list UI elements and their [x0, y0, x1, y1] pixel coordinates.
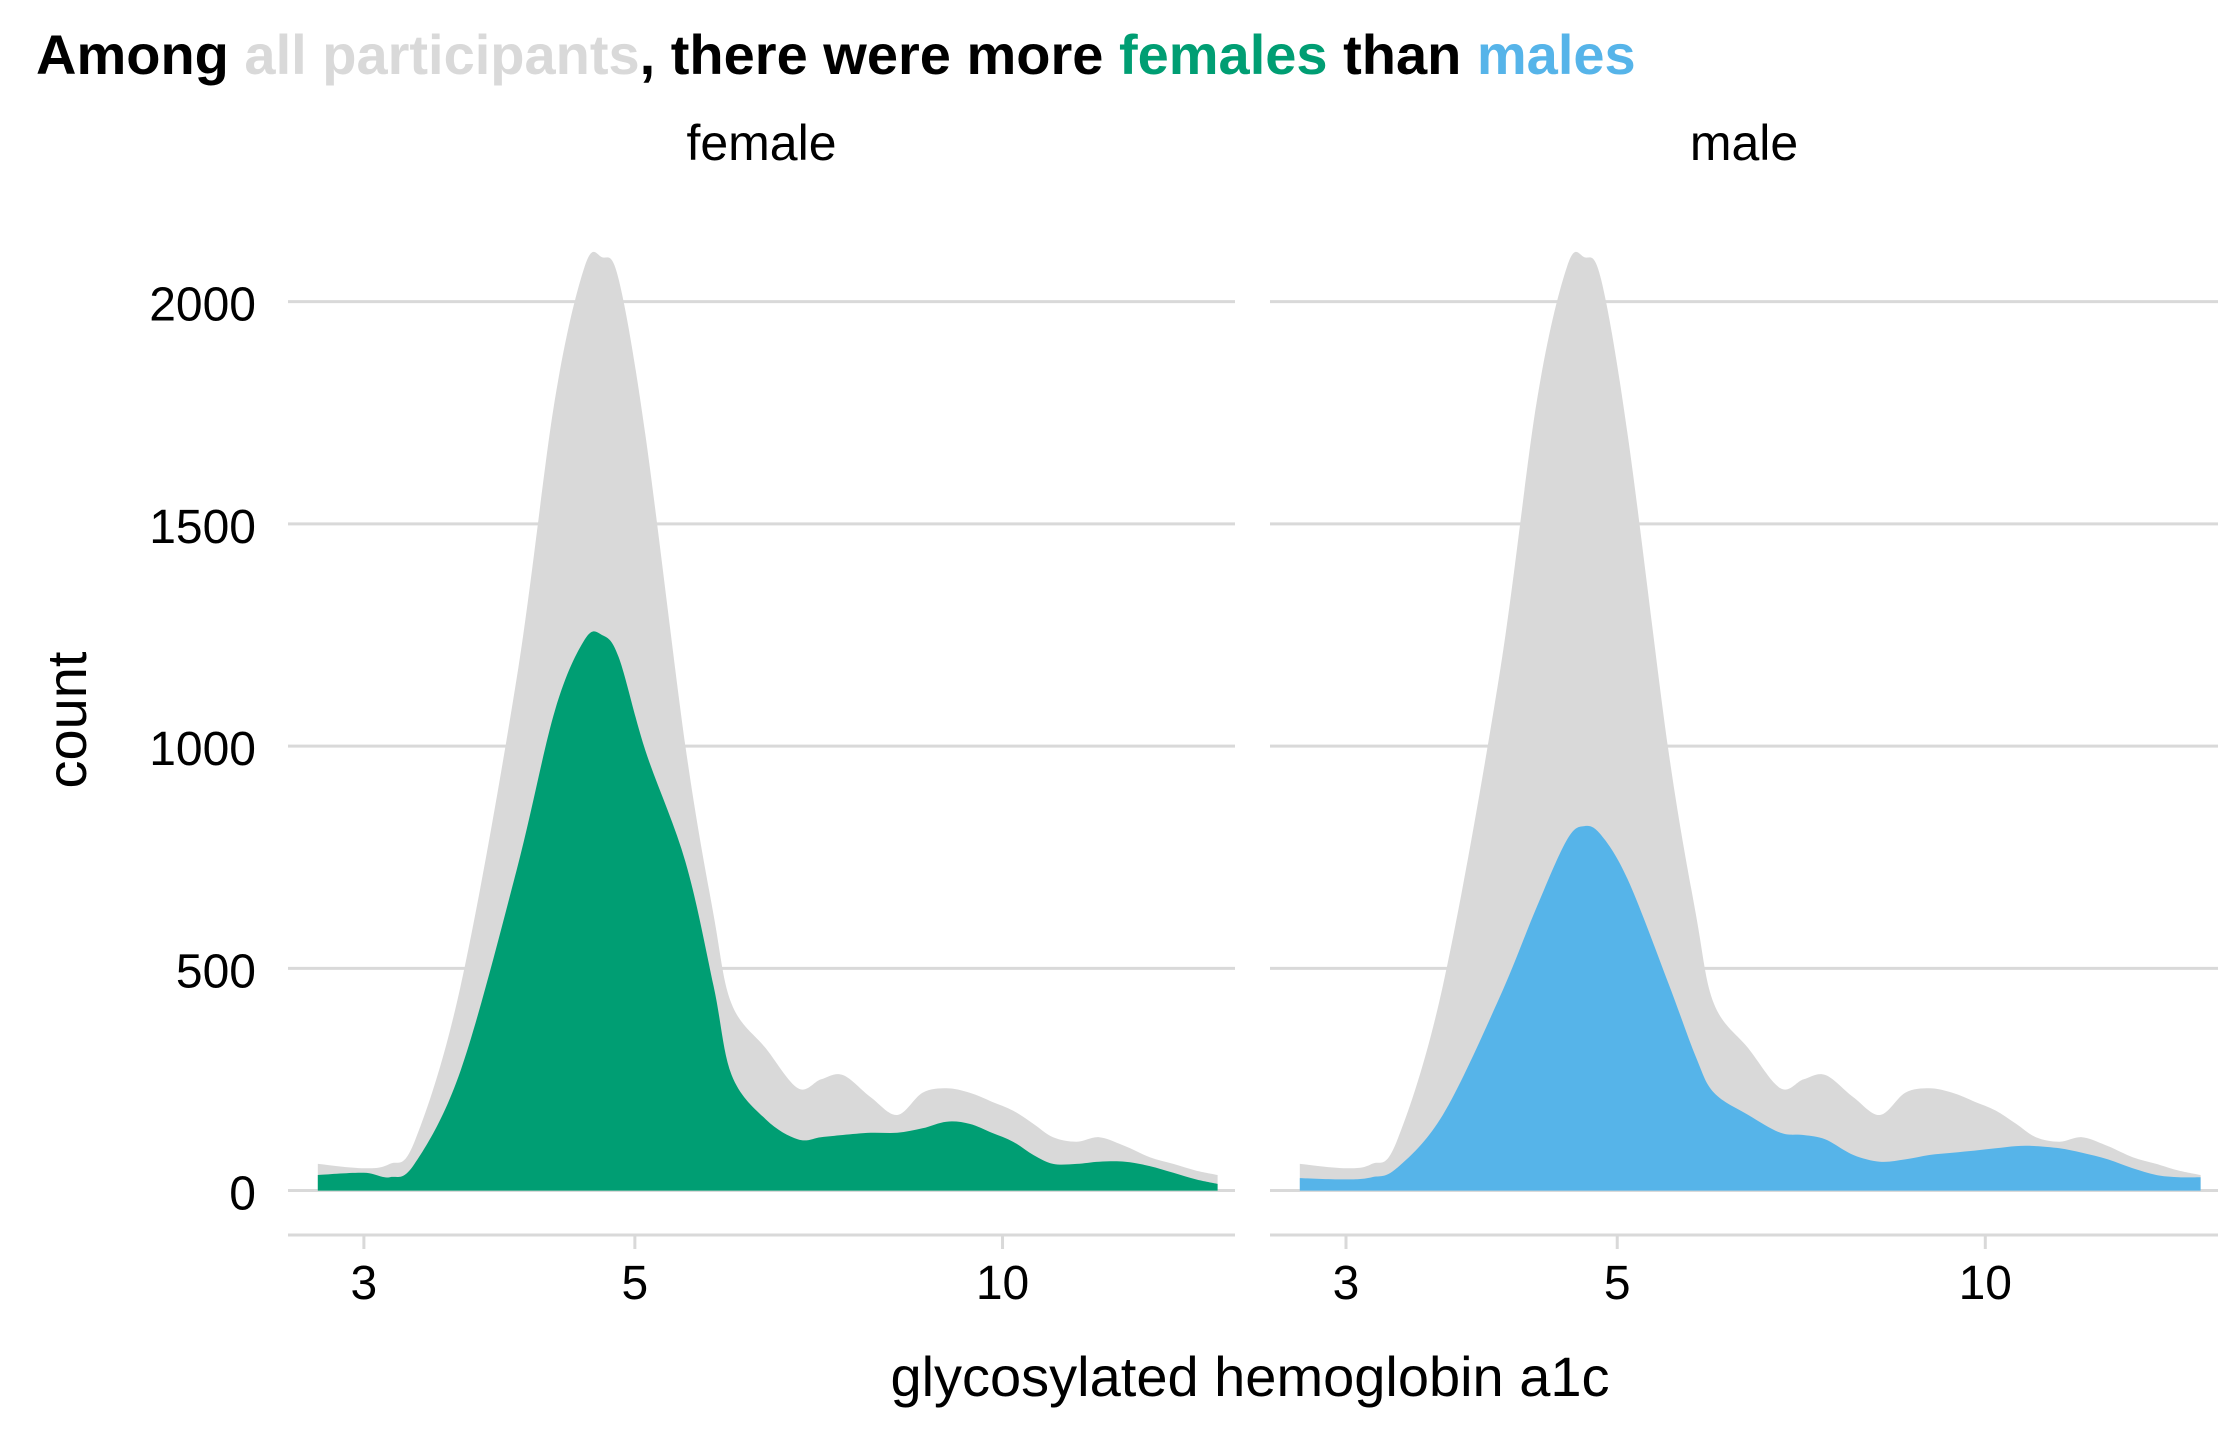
density-area-female-female	[317, 631, 1218, 1191]
x-tick-label-female-5: 5	[622, 1257, 649, 1310]
y-tick-label-0: 0	[229, 1168, 256, 1221]
y-tick-label-1500: 1500	[149, 501, 256, 554]
y-tick-label-2000: 2000	[149, 279, 256, 332]
title-males: males	[1476, 23, 1636, 86]
y-tick-label-500: 500	[176, 945, 256, 998]
title-females: females	[1118, 23, 1328, 86]
chart-title: Among all participants, there were more …	[36, 22, 1636, 87]
title-part-2: , there were more	[639, 23, 1119, 86]
density-area-male-male	[1299, 825, 2201, 1191]
density-area-male-all-participants	[1299, 251, 2201, 1191]
x-tick-label-male-10: 10	[1959, 1257, 2012, 1310]
x-axis-title: glycosylated hemoglobin a1c	[890, 1345, 1609, 1408]
panels: 0 500 1000 1500 2000 female 3 5 10 male 3 5 10	[149, 115, 2218, 1310]
x-tick-label-female-10: 10	[976, 1257, 1029, 1310]
title-part-1: Among	[36, 23, 245, 86]
facet-label-male: male	[1690, 115, 1798, 171]
x-tick-label-male-5: 5	[1604, 1257, 1631, 1310]
title-part-3: than	[1327, 23, 1477, 86]
y-axis-title: count	[35, 651, 98, 788]
y-tick-label-1000: 1000	[149, 723, 256, 776]
facet-label-female: female	[686, 115, 836, 171]
x-tick-label-male-3: 3	[1333, 1257, 1360, 1310]
x-tick-label-female-3: 3	[351, 1257, 378, 1310]
title-all-participants: all participants	[244, 23, 640, 86]
density-area-female-all-participants	[317, 251, 1218, 1191]
